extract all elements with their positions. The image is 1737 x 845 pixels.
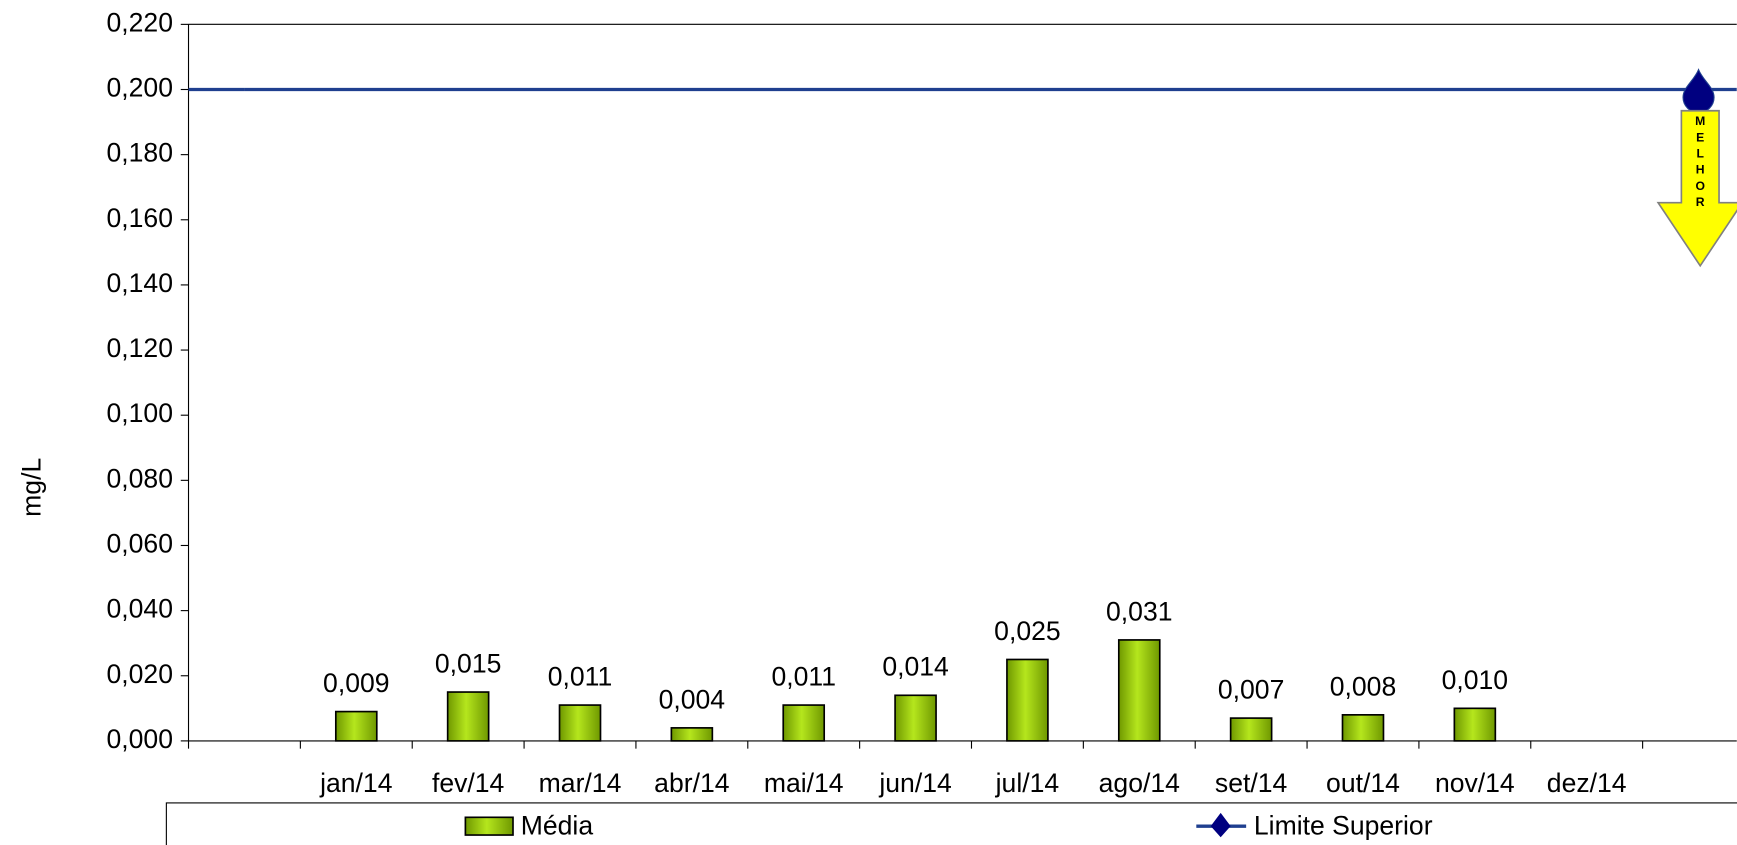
bar [558, 704, 602, 742]
data-label: 0,031 [1106, 596, 1172, 626]
data-label: 0,025 [994, 616, 1060, 646]
x-tick-label: ago/14 [1099, 768, 1180, 798]
x-tick-label: jul/14 [995, 768, 1060, 798]
bar [1341, 714, 1385, 742]
data-label: 0,011 [548, 662, 613, 692]
bar [1006, 658, 1049, 742]
bar [1117, 639, 1161, 742]
data-label: 0,007 [1218, 675, 1284, 705]
data-label: 0,015 [435, 648, 501, 678]
data-label: 0,014 [882, 652, 948, 682]
bar [1229, 717, 1273, 742]
data-label: 0,008 [1330, 671, 1396, 701]
melhor-arrow: MELHOR [1656, 109, 1737, 268]
y-tick-label: 0,040 [107, 594, 173, 624]
bar [894, 694, 937, 742]
bar [670, 727, 714, 742]
y-tick-label: 0,200 [107, 73, 173, 103]
legend-label: Média [521, 810, 594, 840]
y-tick-label: 0,140 [107, 268, 173, 298]
y-axis-label: mg/L [16, 458, 46, 517]
legend-swatch [464, 816, 514, 836]
x-tick-label: jan/14 [319, 768, 392, 798]
y-tick-label: 0,180 [107, 138, 173, 168]
data-label: 0,011 [771, 662, 836, 692]
bar [446, 691, 490, 742]
y-tick-label: 0,020 [107, 659, 173, 689]
x-tick-label: mar/14 [539, 768, 622, 798]
line-marker [1682, 68, 1715, 114]
bar [334, 710, 378, 742]
y-tick-label: 0,060 [107, 528, 173, 558]
y-tick-label: 0,100 [107, 398, 173, 428]
x-tick-label: abr/14 [654, 768, 729, 798]
x-tick-label: jun/14 [878, 768, 951, 798]
data-label: 0,009 [323, 668, 389, 698]
y-tick-label: 0,220 [107, 7, 173, 37]
y-tick-label: 0,080 [107, 463, 173, 493]
x-tick-label: out/14 [1326, 768, 1400, 798]
y-tick-label: 0,160 [107, 203, 173, 233]
x-tick-label: fev/14 [432, 768, 504, 798]
legend-label: Limite Superior [1254, 810, 1433, 840]
arrow-shape [1656, 109, 1737, 268]
data-label: 0,010 [1442, 665, 1508, 695]
bar [782, 704, 826, 742]
legend-box [165, 802, 1737, 845]
annotation: MELHOR [1693, 114, 1707, 211]
x-tick-label: nov/14 [1435, 768, 1515, 798]
y-tick-label: 0,000 [107, 724, 173, 754]
x-tick-label: set/14 [1215, 768, 1287, 798]
bar [1453, 707, 1497, 742]
data-label: 0,004 [659, 684, 725, 714]
y-tick-label: 0,120 [107, 333, 173, 363]
legend-marker [1210, 812, 1231, 838]
x-tick-label: mai/14 [764, 768, 844, 798]
x-tick-label: dez/14 [1547, 768, 1627, 798]
